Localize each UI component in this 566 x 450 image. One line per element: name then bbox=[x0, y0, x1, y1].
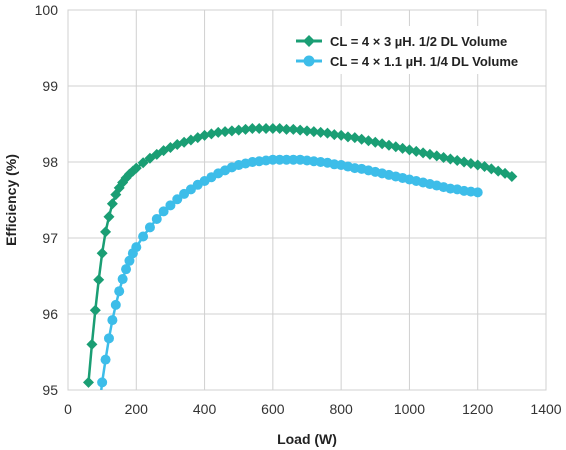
series-2-point bbox=[138, 231, 149, 242]
legend-label-series-1: CL = 4 × 3 µH. 1/2 DL Volume bbox=[330, 34, 507, 49]
x-axis-ticks: 0 200 400 600 800 1000 1200 1400 bbox=[64, 401, 562, 417]
y-tick-label: 96 bbox=[42, 306, 58, 322]
series-1-line bbox=[87, 127, 513, 383]
series-1-point bbox=[89, 304, 101, 316]
plot-area-frame bbox=[67, 9, 547, 391]
x-tick-label: 0 bbox=[64, 401, 72, 417]
y-tick-label: 97 bbox=[42, 230, 58, 246]
y-tick-label: 95 bbox=[42, 382, 58, 398]
series-1-point bbox=[96, 247, 108, 259]
series-1-point bbox=[287, 123, 299, 135]
y-axis-ticks: 95 96 97 98 99 100 bbox=[35, 2, 59, 398]
series-2-point bbox=[124, 255, 135, 266]
series-1-point bbox=[93, 274, 105, 286]
series-2-point bbox=[472, 187, 483, 198]
y-tick-label: 98 bbox=[42, 154, 58, 170]
series-1-point bbox=[103, 211, 115, 223]
series-2-point bbox=[110, 299, 121, 310]
x-tick-label: 600 bbox=[261, 401, 285, 417]
series-1-point bbox=[219, 126, 231, 138]
y-axis-title: Efficiency (%) bbox=[3, 154, 19, 246]
y-tick-label: 100 bbox=[35, 2, 59, 18]
legend-box bbox=[284, 26, 536, 74]
series-2-point bbox=[94, 408, 104, 418]
series-1-point bbox=[260, 123, 272, 135]
series-1 bbox=[82, 123, 518, 388]
legend: CL = 4 × 3 µH. 1/2 DL Volume CL = 4 × 1.… bbox=[284, 26, 536, 74]
legend-marker-series-2 bbox=[303, 55, 315, 67]
series-1-point bbox=[315, 126, 327, 138]
series-1-point bbox=[106, 198, 118, 210]
x-axis-title: Load (W) bbox=[277, 431, 337, 447]
series-1-point bbox=[342, 131, 354, 143]
series-1-point bbox=[233, 124, 245, 136]
series-1-point bbox=[226, 125, 238, 137]
series-1-point bbox=[86, 338, 98, 350]
x-tick-label: 1400 bbox=[530, 401, 561, 417]
series-2 bbox=[94, 154, 483, 418]
series-1-point bbox=[100, 226, 112, 238]
x-tick-label: 200 bbox=[125, 401, 149, 417]
series-1-point bbox=[212, 126, 224, 138]
series-2-point bbox=[121, 264, 132, 275]
series-2-point bbox=[158, 206, 169, 217]
series-1-point bbox=[294, 124, 306, 136]
series-1-point bbox=[82, 376, 94, 388]
x-tick-label: 800 bbox=[329, 401, 353, 417]
series-1-point bbox=[328, 129, 340, 141]
series-2-point bbox=[107, 315, 118, 326]
series-1-point bbox=[137, 157, 149, 169]
legend-label-series-2: CL = 4 × 1.1 µH. 1/4 DL Volume bbox=[330, 54, 518, 69]
series-1-point bbox=[281, 123, 293, 135]
series-2-point bbox=[165, 200, 176, 211]
series-1-point bbox=[130, 162, 142, 174]
series-2-point bbox=[131, 242, 142, 253]
series-1-point bbox=[253, 123, 265, 135]
series-1-point bbox=[240, 123, 252, 135]
series-1-point bbox=[274, 123, 286, 135]
series-2-point bbox=[103, 333, 114, 344]
series-1-point bbox=[308, 126, 320, 138]
series-1-point bbox=[246, 123, 258, 135]
series-1-point bbox=[120, 172, 132, 184]
series-2-point bbox=[151, 214, 162, 224]
series-2-point bbox=[97, 377, 108, 388]
x-tick-label: 1200 bbox=[462, 401, 493, 417]
series-layer bbox=[82, 123, 518, 418]
legend-marker-series-1 bbox=[303, 35, 315, 47]
series-2-line bbox=[100, 158, 478, 390]
y-tick-label: 99 bbox=[42, 78, 58, 94]
series-1-point bbox=[506, 170, 518, 182]
series-2-point bbox=[117, 274, 128, 285]
series-2-point bbox=[100, 354, 111, 365]
series-2-point bbox=[144, 222, 155, 233]
x-tick-label: 400 bbox=[193, 401, 217, 417]
series-1-point bbox=[301, 125, 313, 137]
x-tick-label: 1000 bbox=[394, 401, 425, 417]
series-2-point bbox=[114, 286, 125, 297]
series-2-point bbox=[172, 194, 183, 205]
series-1-point bbox=[267, 123, 279, 135]
